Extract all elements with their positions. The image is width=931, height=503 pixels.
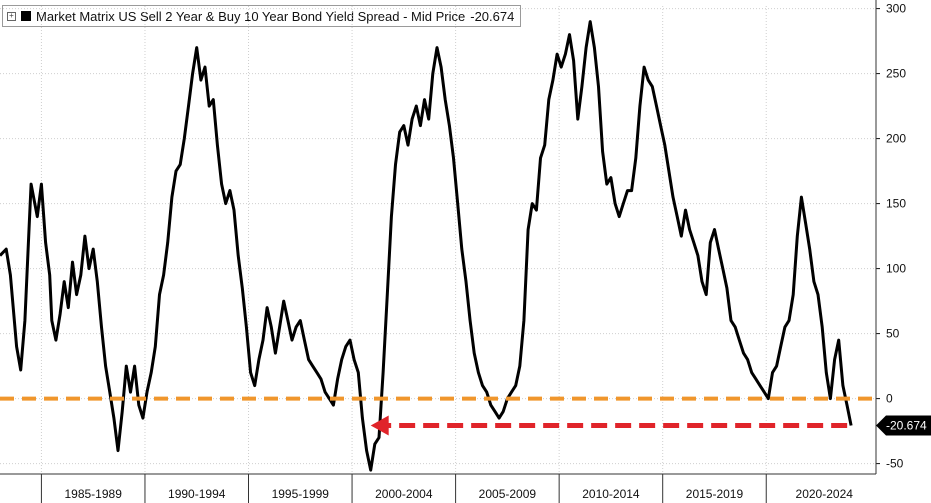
y-tick-label: 200	[886, 132, 906, 146]
x-tick-label: 2020-2024	[796, 487, 854, 501]
y-tick-label: 100	[886, 262, 906, 276]
y-tick-label: 150	[886, 197, 906, 211]
y-tick-label: 50	[886, 327, 900, 341]
y-tick-label: 0	[886, 392, 893, 406]
x-tick-label: 1985-1989	[64, 487, 122, 501]
x-tick-label: 1990-1994	[168, 487, 226, 501]
red-arrow-head	[370, 415, 389, 436]
legend-expand-icon[interactable]: +	[7, 11, 16, 21]
y-tick-label: -50	[886, 457, 904, 471]
last-value-label: -20.674	[886, 418, 927, 432]
x-tick-label: 2010-2014	[582, 487, 640, 501]
x-tick-label: 1995-1999	[272, 487, 330, 501]
last-value-marker	[876, 415, 931, 436]
y-tick-label: 250	[886, 67, 906, 81]
x-tick-label: 2005-2009	[479, 487, 537, 501]
x-tick-label: 2000-2004	[375, 487, 433, 501]
spread-series-line	[0, 20, 853, 472]
chart-legend: + Market Matrix US Sell 2 Year & Buy 10 …	[2, 5, 522, 27]
legend-last-value: -20.674	[470, 8, 515, 24]
legend-swatch	[21, 11, 31, 21]
legend-series-title: Market Matrix US Sell 2 Year & Buy 10 Ye…	[36, 8, 466, 24]
x-tick-label: 2015-2019	[686, 487, 744, 501]
y-tick-label: 300	[886, 2, 906, 16]
